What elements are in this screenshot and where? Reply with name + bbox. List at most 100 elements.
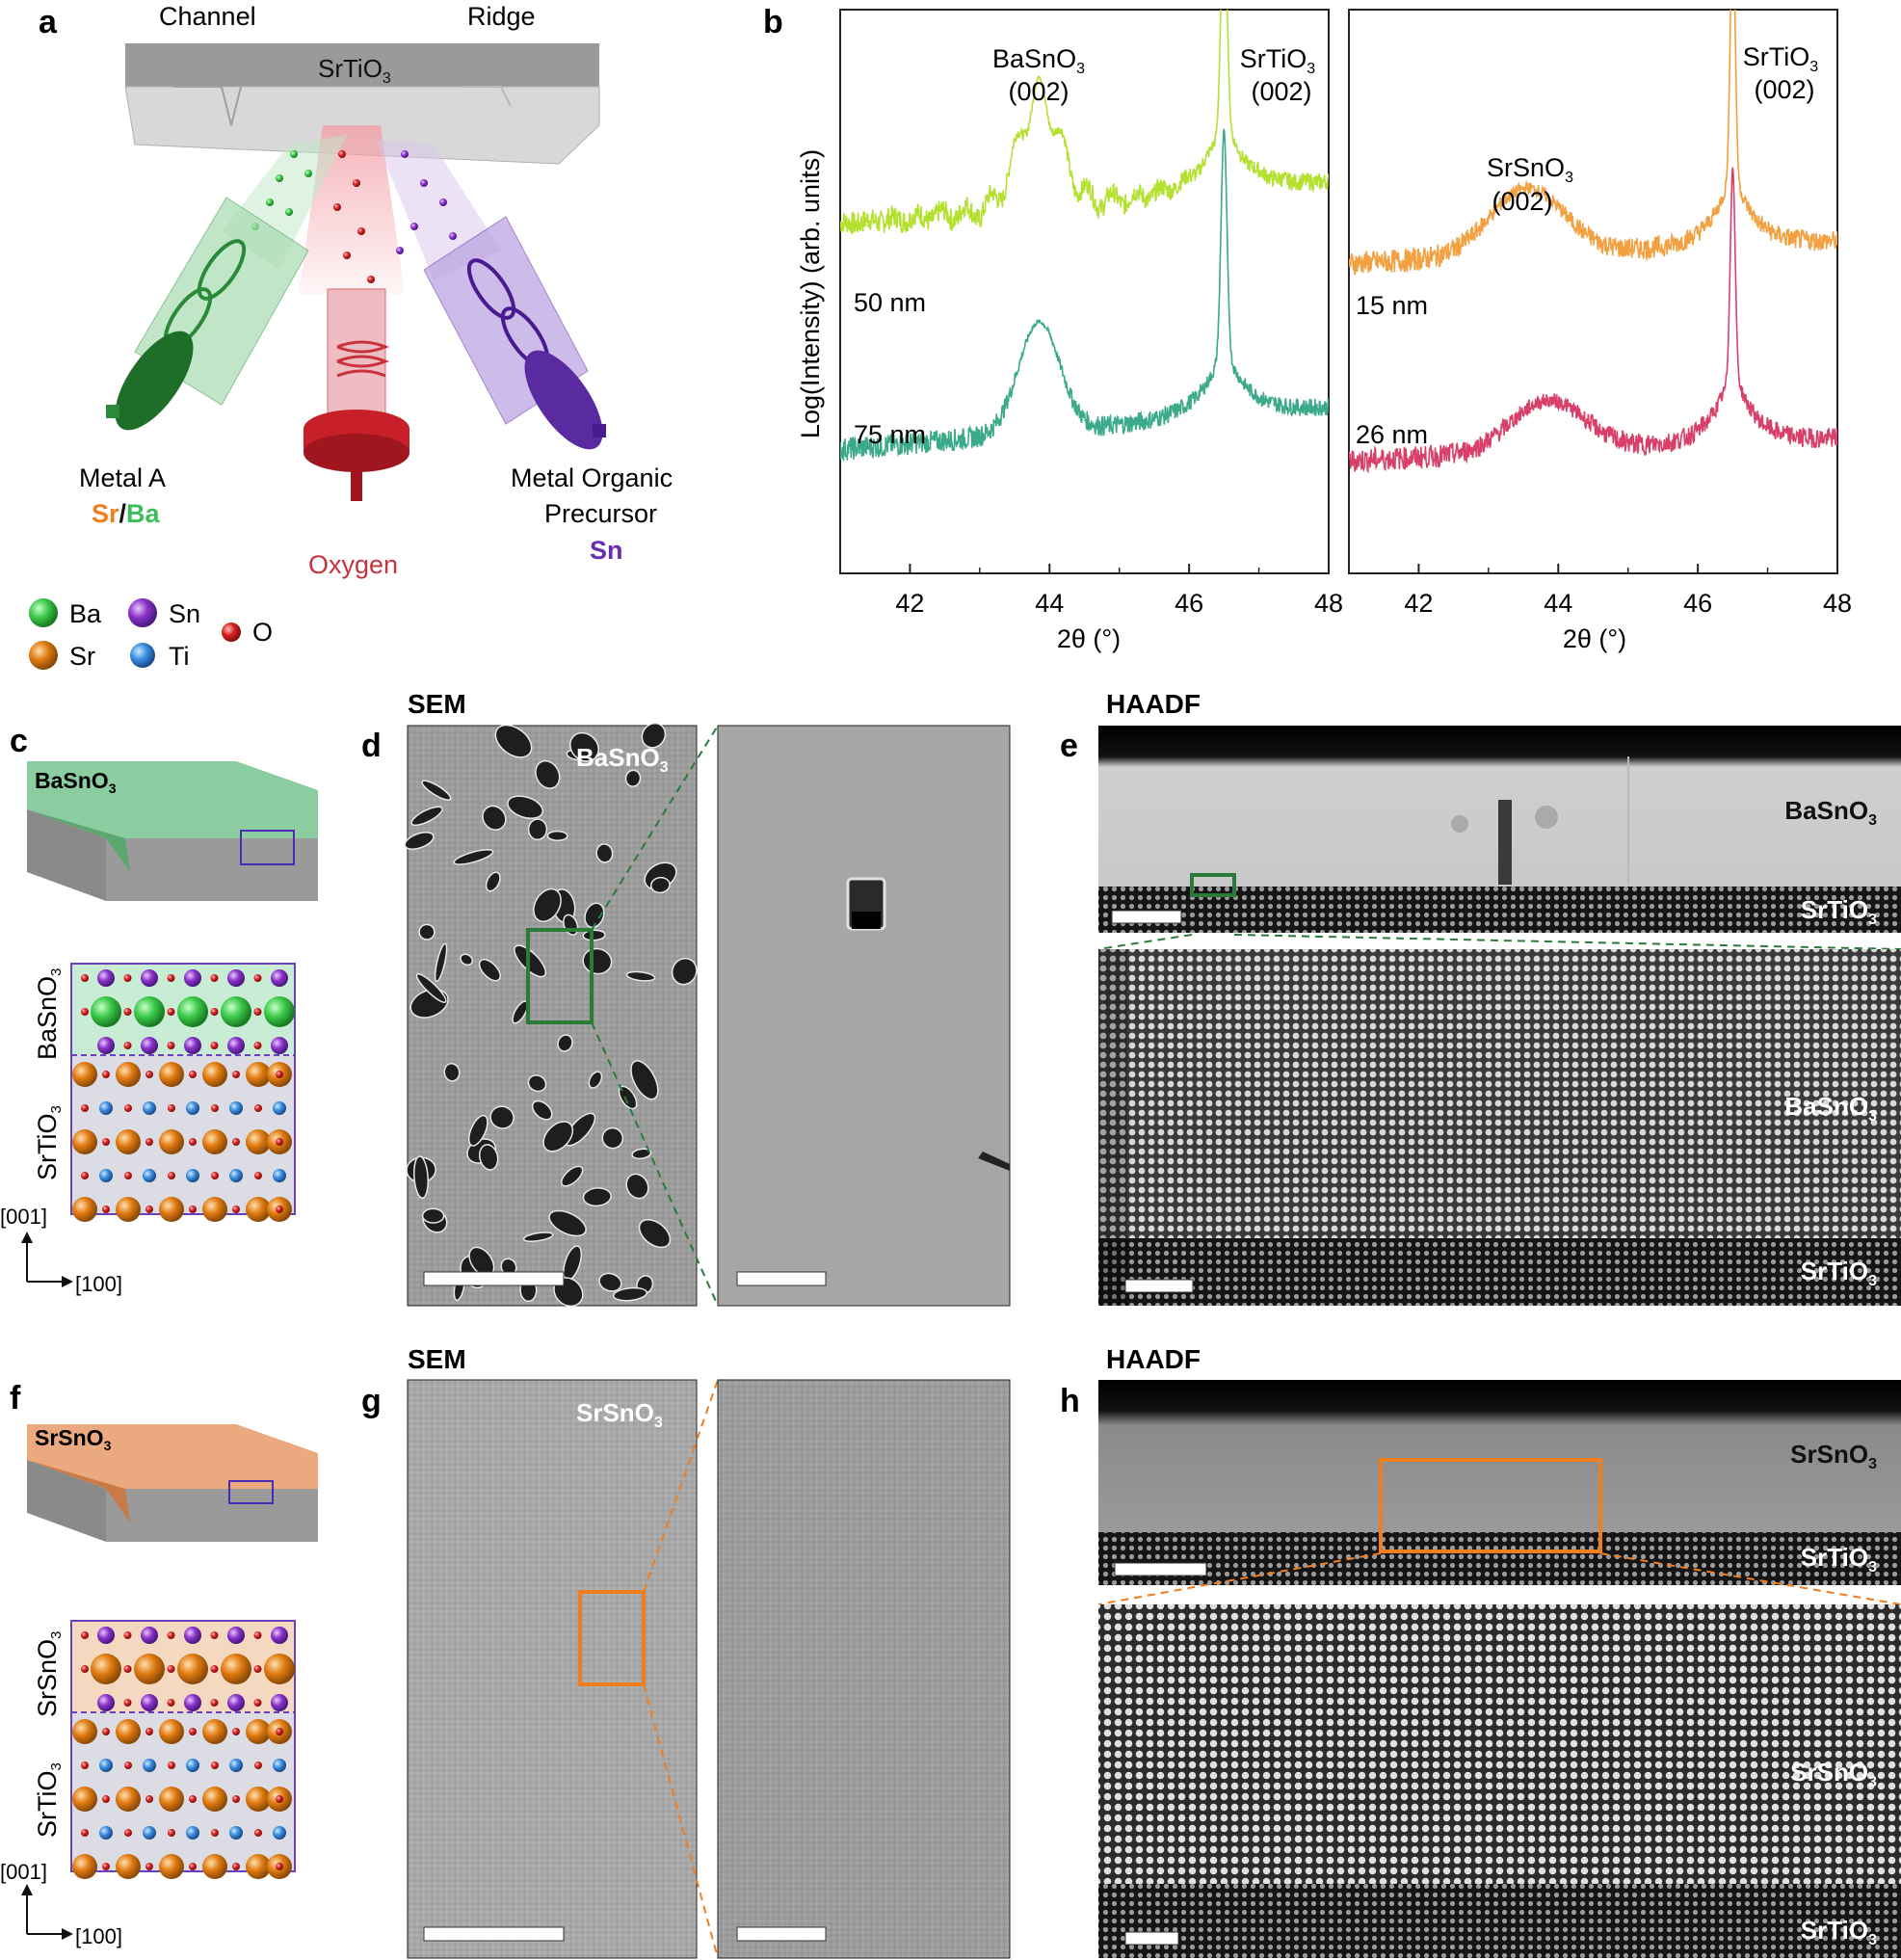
lattice-o-atom: [254, 1104, 262, 1112]
sem-pit: [624, 769, 642, 787]
lattice-sr-atom: [116, 1062, 141, 1087]
lattice-o-atom: [253, 974, 262, 982]
oxygen-source: [304, 288, 409, 501]
f-axis-001: [001]: [0, 1860, 47, 1884]
lattice-sr-atom: [72, 1197, 97, 1222]
lattice-sr-atom: [246, 1719, 271, 1744]
lattice-o-atom: [189, 1863, 197, 1870]
sr-ba-label: Sr/Ba: [92, 499, 161, 528]
legend-sn-icon: [128, 598, 157, 627]
lattice-o-atom: [253, 1631, 262, 1639]
f-axis-100: [100]: [75, 1924, 122, 1948]
xrd-chart-left: 42 44 46 48 BaSnO3 (002) SrTiO3 (002) 50 nm…: [796, 9, 1343, 653]
xlabel-right: 2θ (°): [1563, 624, 1626, 653]
lattice-o-atom: [123, 1042, 132, 1049]
lattice-o-atom: [145, 1728, 153, 1735]
c-side-label-film: BaSnO3: [33, 968, 65, 1060]
sem-label-basno3: BaSnO3: [576, 743, 669, 776]
sem-pit: [631, 1148, 652, 1160]
annot-srtio3-right: SrTiO3: [1743, 42, 1819, 75]
channel-label: Channel: [159, 2, 256, 31]
lattice-o-atom: [145, 1205, 153, 1213]
sem-pit: [522, 1232, 554, 1242]
lattice-ti-atom: [229, 1101, 243, 1115]
lattice-o-atom: [145, 1138, 153, 1146]
legend-ba-icon: [29, 598, 58, 627]
lattice-sr-atom: [159, 1787, 184, 1812]
series-label-75nm: 75 nm: [854, 420, 926, 449]
lattice-o-atom: [167, 1042, 175, 1049]
sem-pit: [557, 1034, 573, 1052]
lattice-sr-atom: [202, 1854, 227, 1879]
haadf-title-h: HAADF: [1106, 1344, 1201, 1374]
sem-pit: [584, 902, 605, 929]
series-label-15nm: 15 nm: [1356, 291, 1428, 320]
sem-pit: [507, 795, 544, 820]
lattice-o-atom: [189, 1728, 197, 1735]
lattice-ti-atom: [99, 1169, 113, 1182]
sem-pit: [588, 1071, 603, 1089]
lattice-ti-atom: [186, 1759, 199, 1772]
annot-basno3: BaSnO3: [992, 44, 1085, 77]
chart-right-frame: [1348, 9, 1838, 574]
haadf-h-substrate-label: SrTiO3: [1801, 1543, 1877, 1576]
lattice-o-atom: [276, 1728, 283, 1735]
haadf-e-zoom-film-label: BaSnO3: [1784, 1092, 1877, 1125]
lattice-ti-atom: [273, 1759, 286, 1772]
lattice-o-atom: [168, 1172, 175, 1179]
lattice-ti-atom: [229, 1759, 243, 1772]
sem-pit: [569, 731, 599, 762]
sem-pit: [421, 780, 452, 801]
lattice-o-atom: [276, 1071, 283, 1078]
sem-pit: [418, 923, 436, 940]
metal-organic-label: Metal Organic: [511, 464, 673, 492]
legend-o: O: [252, 618, 273, 647]
lattice-o-atom: [123, 1665, 132, 1673]
lattice-o-atom: [253, 1042, 262, 1049]
lattice-ti-atom: [273, 1169, 286, 1182]
lattice-sr-atom: [246, 1062, 271, 1087]
haadf-e-substrate-label: SrTiO3: [1801, 895, 1877, 928]
series-line-75nm: [840, 128, 1329, 463]
sem-pit: [514, 944, 547, 978]
metal-a-label: Metal A: [79, 464, 166, 492]
lattice-a-atom: [91, 996, 121, 1027]
c-axis-001: [001]: [0, 1205, 47, 1229]
lattice-a-atom: [91, 1654, 121, 1684]
sem-pit: [479, 1144, 499, 1171]
lattice-o-atom: [102, 1138, 110, 1146]
lattice-o-atom: [211, 1761, 219, 1769]
lattice-sr-atom: [202, 1787, 227, 1812]
lattice-o-atom: [81, 1665, 89, 1673]
sem-pit: [548, 1209, 587, 1237]
lattice-o-atom: [167, 1631, 175, 1639]
srsno3-ridge-diagram: [27, 1424, 318, 1542]
panel-label-c: c: [10, 723, 28, 759]
lattice-o-atom: [168, 1829, 175, 1837]
lattice-a-atom: [177, 996, 208, 1027]
lattice-sn-atom: [227, 1627, 245, 1644]
lattice-o-atom: [124, 1172, 132, 1179]
sem-pit: [494, 724, 533, 758]
series-line-15nm: [1349, 10, 1837, 276]
annot-srtio3-right-hkl: (002): [1754, 75, 1814, 104]
lattice-o-atom: [145, 1863, 153, 1870]
sem-pit: [443, 1062, 461, 1082]
lattice-o-atom: [210, 1008, 219, 1016]
lattice-o-atom: [253, 1665, 262, 1673]
sem-image-srsno3: [407, 1379, 698, 1959]
lattice-o-atom: [124, 1761, 132, 1769]
sem-pit: [489, 1105, 515, 1129]
sem-pit: [533, 887, 562, 922]
lattice-o-atom: [210, 1699, 219, 1707]
legend-sr: Sr: [69, 642, 95, 671]
lattice-sr-atom: [246, 1787, 271, 1812]
lattice-sn-atom: [141, 969, 158, 987]
x-tick-label: 42: [895, 589, 924, 618]
annot-srtio3-left-hkl: (002): [1251, 77, 1311, 106]
lattice-o-atom: [254, 1761, 262, 1769]
legend-ti: Ti: [169, 642, 190, 671]
lattice-o-atom: [254, 1829, 262, 1837]
haadf-e-film-label: BaSnO3: [1784, 796, 1877, 829]
sem-pit: [582, 1187, 612, 1207]
